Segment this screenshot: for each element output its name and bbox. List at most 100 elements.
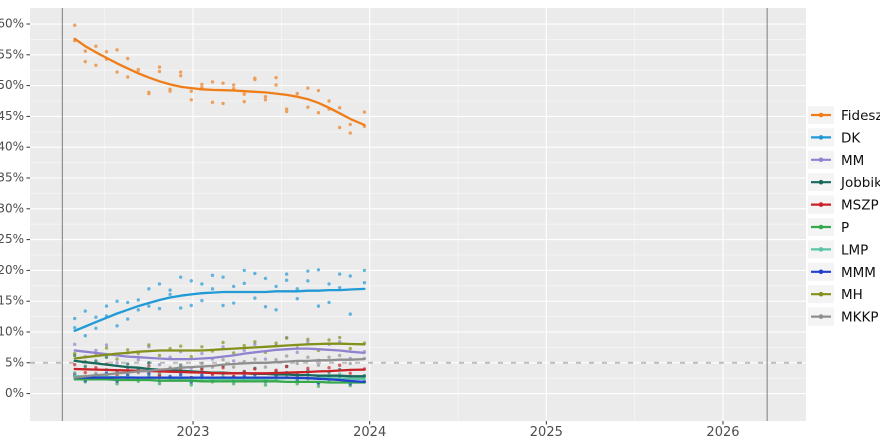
poll-point	[284, 364, 289, 369]
y-tick-label: 40%	[0, 140, 24, 154]
trend-line-p	[73, 378, 366, 384]
poll-point	[189, 98, 193, 102]
poll-point	[242, 268, 246, 273]
poll-point	[136, 68, 140, 72]
legend-label: DK	[841, 130, 861, 146]
poll-point	[157, 353, 162, 358]
poll-point	[306, 269, 310, 273]
poll-point	[136, 358, 140, 362]
poll-point	[72, 351, 77, 356]
poll-point	[231, 351, 236, 355]
poll-point	[348, 312, 352, 316]
poll-point	[337, 285, 342, 290]
poll-point	[83, 364, 87, 369]
poll-point	[210, 100, 215, 104]
poll-point	[348, 274, 352, 278]
poll-point	[242, 281, 246, 286]
poll-point	[362, 110, 367, 114]
poll-point	[104, 355, 109, 359]
poll-point	[337, 363, 342, 367]
poll-point	[115, 48, 119, 52]
poll-point	[221, 366, 225, 370]
legend-key-point	[818, 291, 824, 297]
poll-point	[125, 373, 130, 377]
poll-point	[210, 287, 215, 291]
poll-point	[306, 355, 310, 359]
poll-point	[210, 273, 215, 278]
poll-point	[104, 304, 109, 308]
poll-point	[274, 75, 278, 80]
poll-point	[316, 268, 321, 272]
y-tick-label: 15%	[0, 294, 24, 308]
x-tick-label: 2026	[706, 425, 739, 440]
poll-point	[327, 355, 331, 359]
poll-point	[231, 284, 236, 289]
poll-point	[327, 282, 331, 286]
poll-point	[72, 316, 77, 321]
trend-line-mmm	[73, 376, 366, 384]
poll-point	[83, 309, 87, 313]
poll-point	[263, 305, 268, 309]
poll-point	[284, 354, 289, 358]
poll-point	[242, 92, 246, 96]
poll-point	[125, 300, 130, 305]
poll-point	[327, 338, 331, 342]
poll-point	[115, 357, 119, 361]
poll-point	[189, 354, 193, 359]
poll-point	[157, 69, 162, 74]
poll-point	[147, 372, 151, 376]
trend-line-mszp	[73, 367, 366, 375]
poll-point	[274, 83, 278, 87]
poll-point	[316, 384, 321, 388]
legend-item-mh: MH	[808, 285, 863, 304]
poll-point	[221, 275, 225, 279]
poll-point	[157, 382, 162, 386]
poll-point	[72, 325, 77, 330]
poll-point	[295, 91, 299, 96]
legend-key-point	[818, 202, 824, 207]
poll-point	[200, 361, 204, 366]
poll-point	[274, 368, 278, 372]
poll-point	[253, 271, 257, 276]
poll-point	[168, 292, 172, 297]
legend-key-point	[818, 247, 824, 252]
poll-point	[178, 344, 183, 348]
poll-point	[104, 346, 109, 350]
legend-key-point	[818, 314, 824, 319]
poll-point	[327, 300, 331, 305]
poll-point	[178, 275, 183, 279]
legend-label: MKKP	[841, 310, 879, 326]
poll-point	[337, 353, 342, 358]
legend-key-point	[818, 112, 824, 118]
poll-point	[72, 362, 77, 367]
poll-point	[221, 345, 225, 349]
trend-line-mkkp	[73, 357, 366, 379]
legend-label: LMP	[841, 242, 868, 258]
poll-point	[231, 83, 236, 87]
legend-item-jobbik: Jobbik	[808, 173, 880, 192]
poll-point	[316, 88, 321, 93]
poll-point	[115, 361, 119, 365]
y-tick-label: 55%	[0, 47, 24, 61]
poll-point	[253, 296, 257, 300]
poll-point	[274, 284, 278, 289]
legend-item-fidesz: Fidesz	[808, 106, 880, 124]
poll-point	[94, 359, 98, 363]
poll-point	[94, 315, 98, 319]
poll-point	[263, 357, 268, 361]
poll-point	[253, 342, 257, 347]
poll-point	[221, 358, 225, 362]
poll-point	[306, 366, 310, 371]
poll-point	[94, 44, 98, 48]
poll-point	[200, 345, 204, 349]
legend-label: MSZP	[841, 198, 879, 214]
trend-line-mh	[73, 342, 366, 360]
trend-line-dk	[73, 287, 366, 332]
y-tick-label: 50%	[0, 78, 24, 92]
poll-point	[168, 288, 172, 292]
poll-point	[178, 362, 183, 367]
poll-point	[115, 299, 119, 303]
poll-point	[200, 82, 204, 87]
poll-point	[200, 351, 204, 356]
poll-point	[337, 272, 342, 276]
